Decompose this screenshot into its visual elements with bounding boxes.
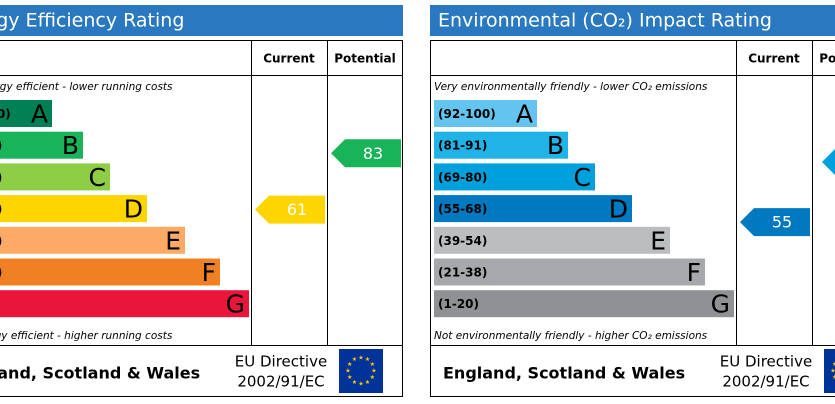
band-range: (1-20) — [438, 297, 479, 311]
band-range: (81-91) — [438, 139, 487, 153]
top-note: Very environmentally friendly - lower CO… — [434, 81, 708, 93]
directive: 2002/91/EC — [722, 373, 809, 391]
band-range: (55-68) — [438, 202, 487, 216]
band-bar — [434, 226, 670, 254]
eu-star: ★ — [347, 374, 352, 381]
eu-star: ★ — [347, 361, 352, 368]
title-bar — [430, 5, 835, 36]
band-letter: B — [62, 131, 79, 160]
eu-star: ★ — [370, 374, 375, 381]
band-range: (55-68) — [0, 202, 2, 216]
panel-title: Environmental (CO₂) Impact Rating — [438, 10, 772, 32]
band-letter: B — [547, 131, 564, 160]
eu-star: ★ — [352, 379, 357, 386]
eu-flag — [824, 349, 835, 393]
band-letter: F — [687, 258, 701, 287]
rating-panel: Energy Efficiency Rating Current Potential… — [0, 5, 403, 397]
directive: EU Directive — [235, 353, 327, 371]
band-bar — [0, 290, 249, 318]
panel-title: Energy Efficiency Rating — [0, 10, 184, 32]
band-letter: D — [609, 195, 628, 224]
eu-star: ★ — [345, 368, 350, 375]
directive: EU Directive — [720, 353, 812, 371]
band-letter: E — [165, 226, 181, 255]
band-letter: G — [226, 290, 245, 319]
band-bar — [434, 258, 705, 286]
band-bar — [0, 100, 52, 127]
column-header: Current — [748, 52, 800, 66]
eu-star: ★ — [370, 361, 375, 368]
band-bar — [0, 131, 83, 159]
column-header: Current — [263, 52, 315, 66]
band-letter: E — [650, 226, 666, 255]
band-range: (69-80) — [438, 170, 487, 184]
band-range: (92-100) — [0, 107, 11, 121]
panel-frame — [0, 40, 403, 397]
band-range: (92-100) — [438, 107, 496, 121]
band-letter: G — [711, 290, 730, 319]
band-bar — [0, 195, 147, 223]
current-arrow — [255, 195, 325, 224]
band-bar — [0, 226, 185, 254]
rating-panel: Environmental (CO₂) Impact Rating Current… — [430, 5, 835, 397]
potential-value: 83 — [363, 144, 383, 163]
region: England, Scotland & Wales — [443, 364, 685, 383]
band-bar — [434, 131, 568, 159]
band-bar — [0, 163, 110, 191]
eu-star: ★ — [352, 356, 357, 363]
current-value: 55 — [772, 213, 792, 232]
eu-star: ★ — [365, 379, 370, 386]
band-range: (39-54) — [438, 234, 487, 248]
eu-star: ★ — [830, 368, 835, 375]
band-letter: A — [31, 100, 48, 129]
band-range: (21-38) — [438, 266, 487, 280]
eu-star: ★ — [832, 374, 835, 381]
eu-star: ★ — [358, 381, 363, 388]
band-letter: D — [124, 195, 143, 224]
bottom-note: Not environmentally friendly - higher CO… — [434, 330, 708, 342]
column-header: Potential — [334, 52, 396, 66]
band-letter: F — [202, 258, 216, 287]
top-note: Very energy efficient - lower running co… — [0, 81, 173, 93]
eu-flag — [339, 349, 383, 393]
column-header: Potential — [819, 52, 835, 66]
eu-star: ★ — [358, 355, 363, 362]
band-bar — [434, 163, 595, 191]
potential-arrow — [331, 139, 401, 168]
eu-star: ★ — [371, 368, 376, 375]
band-range: (81-91) — [0, 139, 2, 153]
band-bar — [0, 258, 220, 286]
band-range: (21-38) — [0, 266, 2, 280]
eu-star: ★ — [365, 356, 370, 363]
current-value: 61 — [287, 200, 307, 219]
band-range: (69-80) — [0, 170, 2, 184]
region: England, Scotland & Wales — [0, 364, 200, 383]
potential-arrow-partial — [822, 149, 835, 175]
directive: 2002/91/EC — [237, 373, 324, 391]
title-bar — [0, 5, 403, 36]
band-letter: C — [89, 163, 106, 192]
bottom-note: Not energy efficient - higher running co… — [0, 330, 173, 342]
band-range: (39-54) — [0, 234, 2, 248]
eu-star: ★ — [832, 361, 835, 368]
current-arrow — [740, 208, 810, 237]
band-letter: A — [516, 100, 533, 129]
band-letter: C — [574, 163, 591, 192]
band-bar — [434, 195, 632, 223]
band-bar — [434, 100, 537, 127]
band-bar — [434, 290, 734, 318]
panel-frame — [430, 40, 835, 397]
